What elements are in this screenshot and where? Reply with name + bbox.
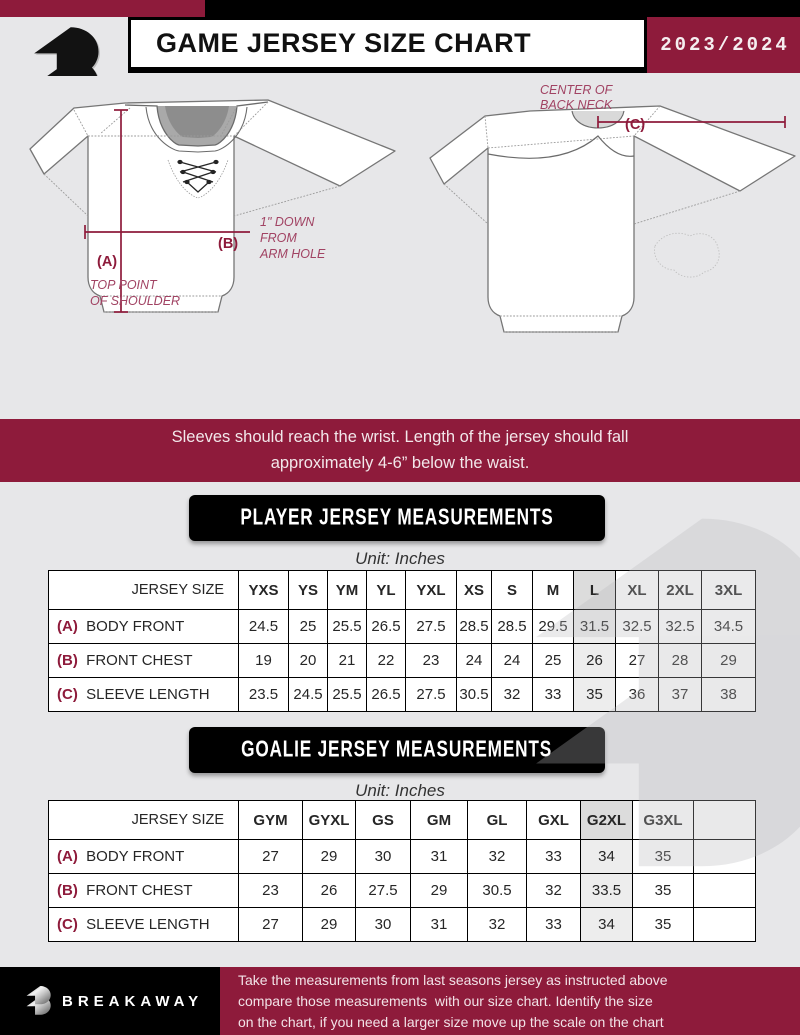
svg-text:OF SHOULDER: OF SHOULDER bbox=[90, 294, 180, 308]
svg-text:FROM: FROM bbox=[260, 231, 297, 245]
svg-text:(B): (B) bbox=[218, 236, 238, 252]
svg-text:CENTER OF: CENTER OF bbox=[540, 83, 614, 97]
svg-text:(C): (C) bbox=[625, 117, 645, 133]
svg-text:ARM HOLE: ARM HOLE bbox=[259, 247, 326, 261]
svg-text:TOP POINT: TOP POINT bbox=[90, 278, 158, 292]
svg-text:(A): (A) bbox=[97, 254, 117, 270]
svg-text:1" DOWN: 1" DOWN bbox=[260, 215, 315, 229]
svg-text:BACK NECK: BACK NECK bbox=[540, 98, 613, 112]
